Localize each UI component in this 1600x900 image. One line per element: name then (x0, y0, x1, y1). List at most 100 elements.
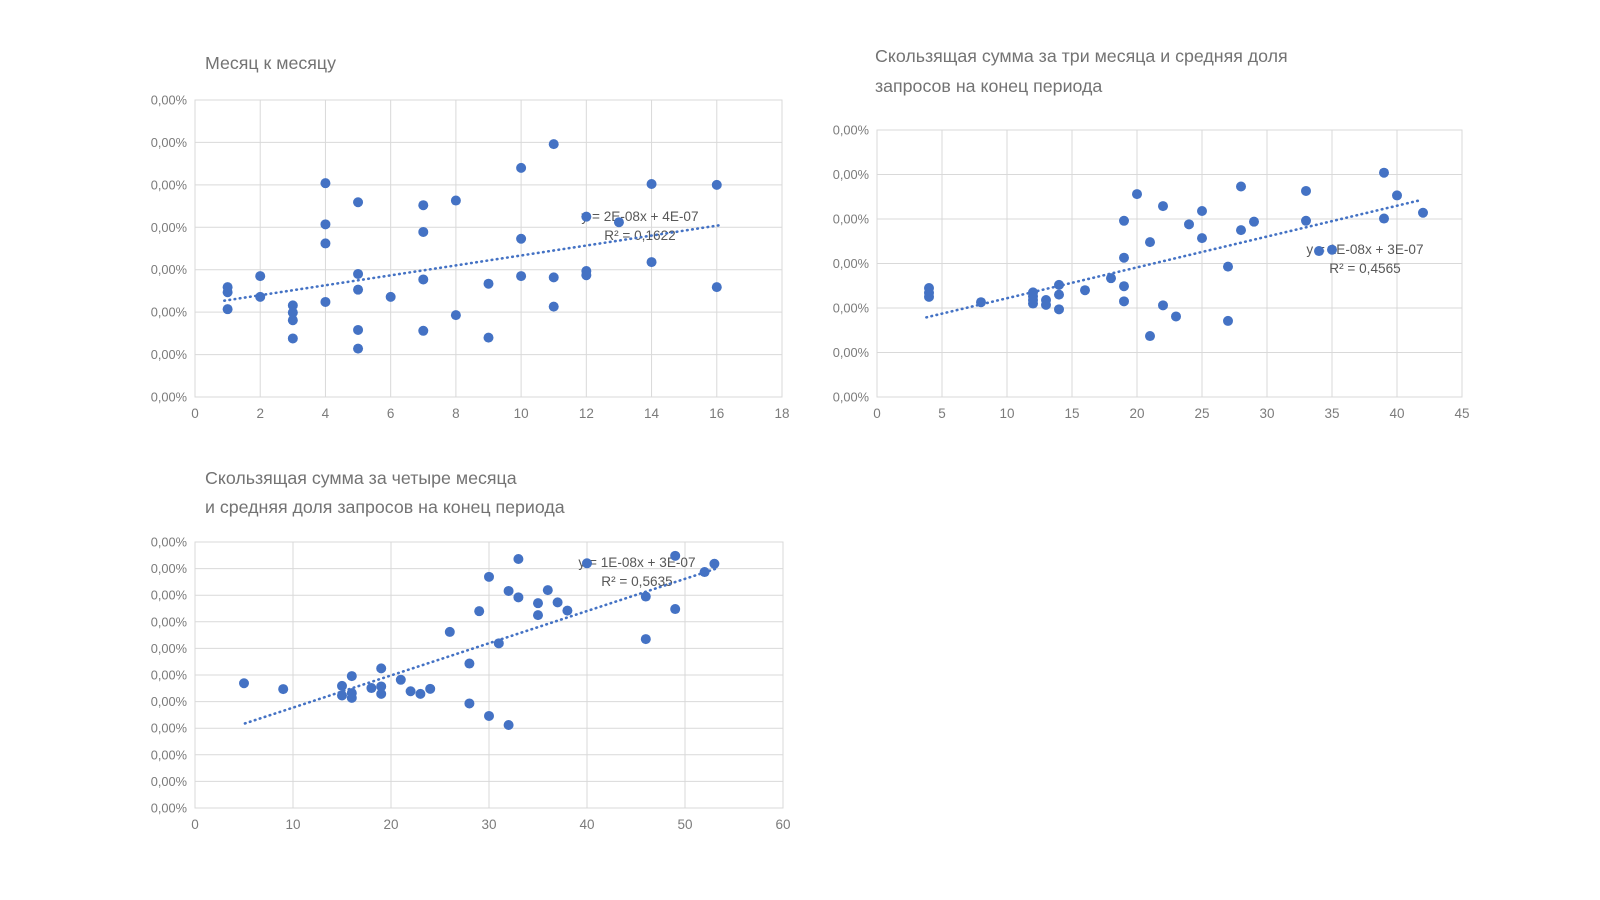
data-point (376, 681, 387, 692)
plot-area-border (876, 129, 1463, 398)
trendline (925, 198, 1423, 319)
x-axis-tick-label: 10 (999, 406, 1014, 421)
x-axis-tick-label: 20 (383, 817, 398, 832)
data-point (503, 585, 514, 596)
data-point (1197, 205, 1207, 216)
data-point (670, 604, 681, 615)
data-point (484, 571, 494, 582)
x-axis-tick-label: 0 (191, 406, 199, 421)
data-point (395, 674, 406, 685)
data-point (613, 217, 624, 228)
x-axis-tick-label: 10 (514, 406, 529, 421)
scatter-chart-2: 0 5 10 15 20 25 30 35 40 45 0,00% 0,00% 0,00% 0,00% 0,… (833, 46, 1470, 421)
y-axis-tick-label: 0,00% (151, 347, 187, 362)
y-axis-tick-label: 0,00% (833, 345, 869, 360)
data-point (976, 297, 986, 308)
data-point (1223, 315, 1233, 326)
data-point (483, 332, 494, 343)
data-point (1184, 219, 1194, 230)
data-point (1171, 311, 1181, 322)
y-axis-tick-label: 0,00% (151, 694, 187, 709)
data-point (1236, 181, 1246, 192)
data-point (418, 200, 429, 211)
x-axis-tick-label: 5 (938, 406, 946, 421)
trendline (243, 567, 717, 725)
x-axis-tick-label: 20 (1129, 406, 1144, 421)
data-point (320, 296, 331, 307)
data-point (1327, 244, 1337, 255)
data-point (711, 179, 722, 190)
data-point (450, 310, 461, 321)
data-point (1054, 304, 1064, 315)
data-point (255, 271, 266, 282)
data-point (464, 698, 475, 709)
data-point (670, 550, 681, 561)
data-point (1314, 246, 1324, 257)
data-point (425, 683, 436, 694)
y-axis-tick-label: 0,00% (151, 641, 187, 656)
data-point (278, 684, 289, 695)
data-point (1106, 273, 1116, 284)
y-axis-tick-label: 0,00% (151, 801, 187, 816)
data-point (1119, 296, 1129, 307)
y-axis-tick-label: 0,00% (151, 774, 187, 789)
y-axis-tick-label: 0,00% (151, 177, 187, 192)
y-axis-tick-label: 0,00% (151, 747, 187, 762)
y-axis-tick-label: 0,00% (151, 561, 187, 576)
x-axis-tick-label: 30 (1259, 406, 1274, 421)
data-point (353, 324, 364, 335)
data-point (287, 315, 298, 326)
data-point (1054, 289, 1064, 300)
data-point (1197, 233, 1207, 244)
data-point (366, 683, 377, 694)
x-axis-tick-label: 0 (191, 817, 199, 832)
data-point (450, 195, 461, 206)
data-point (239, 678, 249, 689)
y-axis-tick-label: 0,00% (151, 220, 187, 235)
data-point (418, 274, 429, 285)
data-point (418, 325, 429, 336)
data-point (376, 688, 387, 699)
data-point (1132, 189, 1142, 200)
x-axis-tick-label: 25 (1194, 406, 1209, 421)
data-point (464, 658, 475, 669)
data-point (581, 270, 592, 281)
data-point (542, 585, 553, 596)
y-axis-tick-label: 0,00% (151, 668, 187, 683)
data-point (287, 300, 298, 311)
data-point (346, 692, 357, 703)
y-axis-tick-label: 0,00% (833, 212, 869, 227)
x-axis-tick-label: 2 (256, 406, 264, 421)
data-point (646, 179, 657, 190)
data-point (516, 271, 527, 282)
x-axis-tick-label: 0 (873, 406, 881, 421)
data-point (516, 233, 527, 244)
data-point (699, 567, 710, 578)
data-point (418, 226, 429, 237)
data-point (548, 272, 559, 283)
data-point (1223, 261, 1233, 272)
data-point (320, 238, 331, 249)
y-axis-tick-label: 0,00% (151, 614, 187, 629)
r-squared-label: R² = 0,5635 (601, 574, 672, 589)
data-point (1080, 285, 1090, 296)
data-point (1158, 300, 1168, 311)
y-axis-tick-label: 0,00% (151, 262, 187, 277)
data-point (562, 605, 573, 616)
data-point (1301, 185, 1311, 196)
data-point (1145, 331, 1155, 342)
data-point (1379, 167, 1389, 178)
data-point (493, 638, 504, 649)
x-axis-tick-label: 40 (579, 817, 594, 832)
x-axis-tick-label: 30 (481, 817, 496, 832)
data-point (581, 211, 592, 222)
trendline (223, 223, 722, 302)
data-point (1379, 213, 1389, 224)
data-point (320, 178, 331, 189)
chart-title: Скользящая сумма за три месяца и средняя… (875, 46, 1288, 66)
plot-area-border (194, 541, 784, 809)
y-axis-tick-label: 0,00% (833, 390, 869, 405)
data-point (1392, 190, 1402, 201)
data-point (353, 197, 364, 208)
